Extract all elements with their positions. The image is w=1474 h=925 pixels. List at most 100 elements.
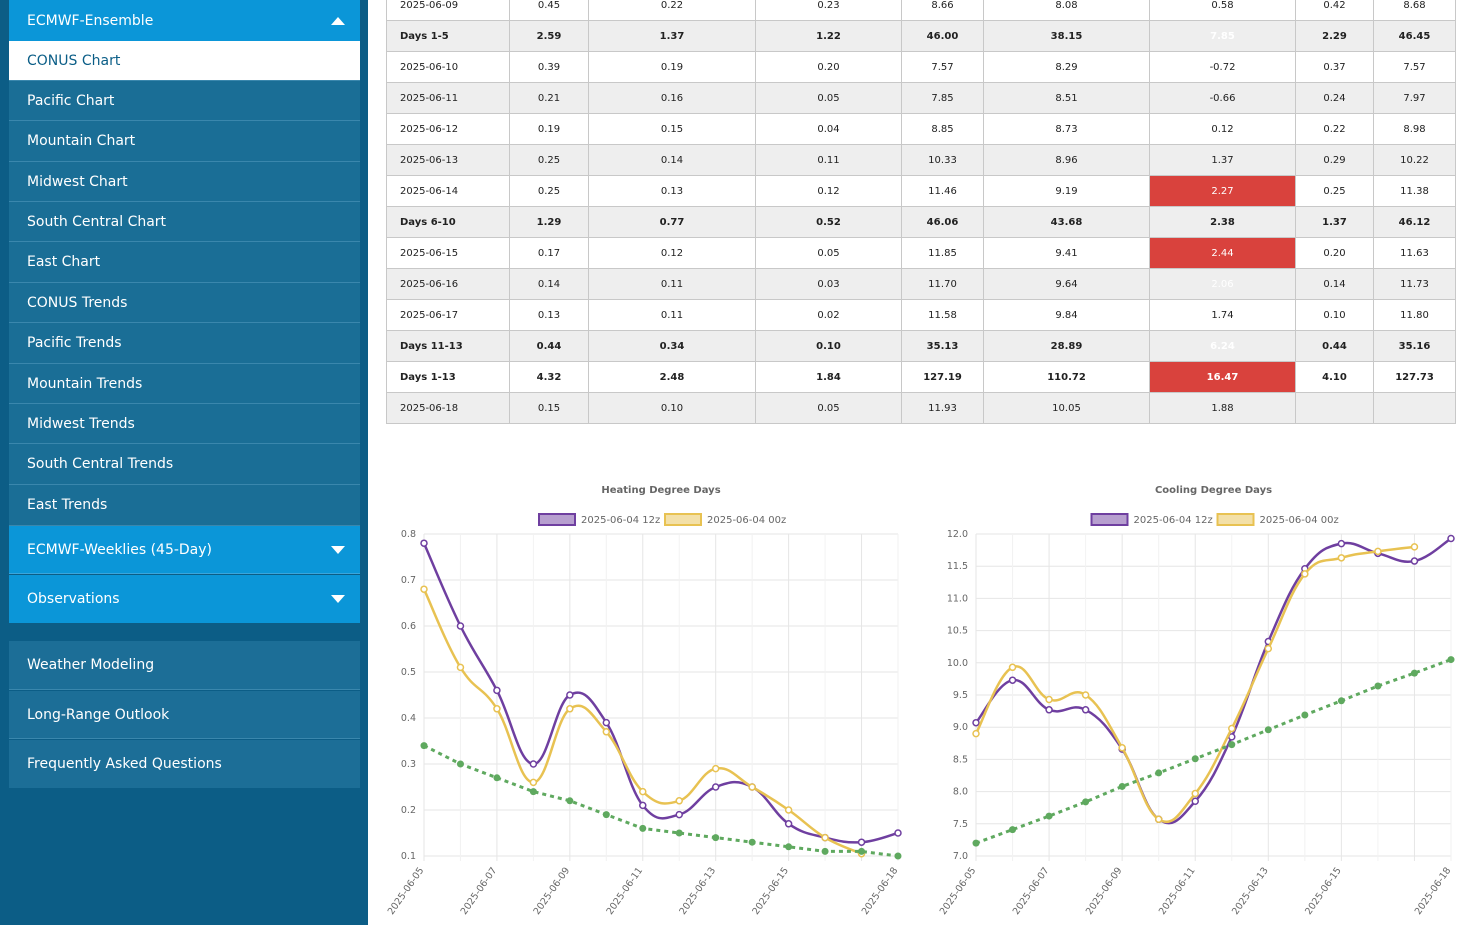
data-point[interactable]: [639, 787, 647, 796]
data-point[interactable]: [602, 811, 610, 819]
link-faq[interactable]: Frequently Asked Questions: [9, 740, 360, 788]
data-point[interactable]: [972, 729, 980, 738]
legend-label[interactable]: 2025-06-04 12z: [581, 515, 660, 526]
sidebar-item-south-central-chart[interactable]: South Central Chart: [9, 202, 360, 242]
link-weather-modeling[interactable]: Weather Modeling: [9, 641, 360, 690]
data-point[interactable]: [1264, 726, 1272, 734]
data-point[interactable]: [602, 718, 611, 727]
data-point[interactable]: [1228, 724, 1236, 733]
data-point[interactable]: [1118, 744, 1126, 752]
sidebar-item-conus-trends[interactable]: CONUS Trends: [9, 283, 360, 323]
data-point[interactable]: [972, 718, 980, 727]
data-point[interactable]: [639, 824, 647, 832]
data-point[interactable]: [1410, 669, 1418, 677]
data-point[interactable]: [529, 788, 537, 796]
sidebar-item-east-chart[interactable]: East Chart: [9, 242, 360, 283]
data-point[interactable]: [602, 728, 611, 736]
data-point[interactable]: [1154, 815, 1163, 824]
link-long-range-outlook[interactable]: Long-Range Outlook: [9, 691, 360, 739]
data-point[interactable]: [784, 806, 793, 814]
data-point[interactable]: [566, 691, 574, 699]
data-point[interactable]: [1447, 534, 1455, 543]
data-point[interactable]: [784, 820, 793, 828]
data-point[interactable]: [1301, 711, 1309, 719]
data-point[interactable]: [748, 838, 756, 846]
data-point[interactable]: [858, 847, 866, 855]
legend-label[interactable]: 2025-06-04 00z: [1260, 515, 1339, 526]
data-point[interactable]: [1337, 554, 1346, 562]
sidebar-item-conus-chart[interactable]: CONUS Chart: [9, 41, 360, 81]
data-point[interactable]: [1118, 782, 1126, 790]
data-point[interactable]: [1191, 797, 1199, 806]
data-point[interactable]: [748, 783, 756, 791]
data-point[interactable]: [821, 847, 829, 855]
data-point[interactable]: [857, 838, 866, 846]
ecmwf-ensemble-header[interactable]: ECMWF-Ensemble: [9, 0, 360, 41]
data-point[interactable]: [711, 764, 720, 773]
data-point[interactable]: [1082, 798, 1090, 806]
data-point[interactable]: [639, 801, 647, 810]
data-point[interactable]: [712, 834, 720, 842]
sidebar-item-south-central-trends[interactable]: South Central Trends: [9, 444, 360, 485]
data-point[interactable]: [1410, 557, 1419, 565]
data-point[interactable]: [1374, 682, 1382, 690]
data-point[interactable]: [894, 829, 902, 837]
data-point[interactable]: [1264, 644, 1273, 653]
legend-swatch[interactable]: [1216, 513, 1255, 526]
data-point[interactable]: [1081, 706, 1090, 714]
legend-label[interactable]: 2025-06-04 00z: [707, 515, 786, 526]
sidebar-item-mountain-trends[interactable]: Mountain Trends: [9, 364, 360, 404]
sidebar-item-pacific-chart[interactable]: Pacific Chart: [9, 81, 360, 121]
data-point[interactable]: [1301, 570, 1309, 578]
data-point[interactable]: [456, 622, 465, 630]
legend-label[interactable]: 2025-06-04 12z: [1134, 515, 1213, 526]
data-point[interactable]: [529, 760, 538, 768]
data-point[interactable]: [1155, 769, 1163, 777]
sidebar-item-pacific-trends[interactable]: Pacific Trends: [9, 323, 360, 364]
data-point[interactable]: [493, 774, 501, 782]
data-point[interactable]: [1008, 676, 1017, 684]
data-point[interactable]: [1337, 539, 1346, 548]
data-point[interactable]: [1008, 663, 1017, 672]
data-point[interactable]: [1045, 695, 1053, 704]
ecmwf-weeklies-header[interactable]: ECMWF-Weeklies (45-Day): [9, 526, 360, 574]
data-point[interactable]: [456, 663, 465, 672]
legend-swatch[interactable]: [538, 513, 576, 526]
data-point[interactable]: [1191, 755, 1199, 763]
sidebar-item-mountain-chart[interactable]: Mountain Chart: [9, 121, 360, 162]
sidebar-item-east-trends[interactable]: East Trends: [9, 485, 360, 526]
data-point[interactable]: [1045, 812, 1053, 820]
data-point[interactable]: [1009, 826, 1017, 834]
data-point[interactable]: [566, 705, 574, 713]
data-point[interactable]: [1374, 547, 1382, 556]
data-point[interactable]: [785, 843, 793, 851]
data-point[interactable]: [1081, 691, 1090, 699]
observations-header[interactable]: Observations: [9, 575, 360, 623]
data-point[interactable]: [1410, 543, 1419, 551]
data-point[interactable]: [420, 539, 428, 547]
sidebar-item-midwest-chart[interactable]: Midwest Chart: [9, 162, 360, 202]
data-point[interactable]: [420, 585, 428, 593]
legend-swatch[interactable]: [1090, 513, 1129, 526]
data-point[interactable]: [675, 810, 683, 819]
data-point[interactable]: [1045, 706, 1053, 714]
data-point[interactable]: [894, 852, 902, 860]
data-point[interactable]: [1228, 741, 1236, 749]
data-point[interactable]: [972, 839, 980, 847]
data-point[interactable]: [566, 797, 574, 805]
data-point[interactable]: [493, 705, 501, 713]
data-point[interactable]: [1337, 697, 1345, 705]
data-point[interactable]: [420, 742, 428, 750]
data-point[interactable]: [711, 783, 720, 791]
data-point[interactable]: [493, 686, 501, 695]
table-cell: 0.15: [588, 113, 756, 145]
legend-swatch[interactable]: [664, 513, 702, 526]
data-point[interactable]: [456, 760, 464, 768]
data-point[interactable]: [675, 829, 683, 837]
data-point[interactable]: [821, 833, 829, 842]
data-point[interactable]: [529, 778, 538, 787]
data-point[interactable]: [1191, 789, 1199, 798]
data-point[interactable]: [675, 797, 683, 805]
data-point[interactable]: [1447, 656, 1455, 664]
sidebar-item-midwest-trends[interactable]: Midwest Trends: [9, 404, 360, 444]
